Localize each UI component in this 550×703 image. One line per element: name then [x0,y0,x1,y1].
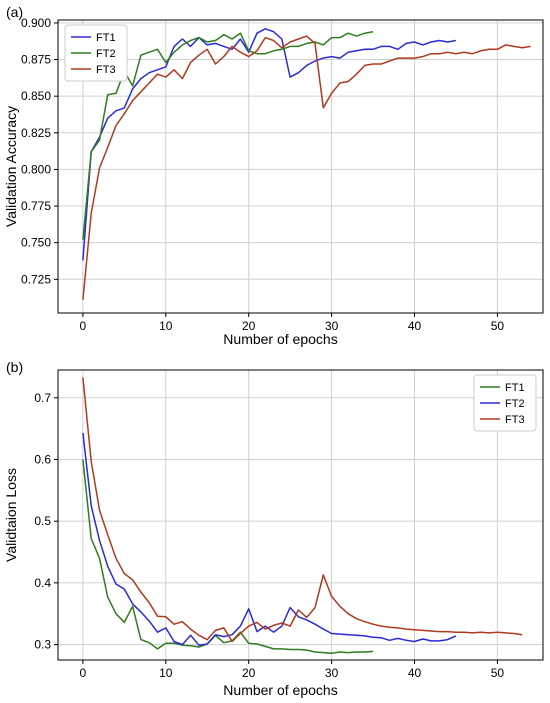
loss-chart: 0 10 20 30 40 50 0.3 0.4 0.5 0.6 0.7 Number of epoc… [3,369,544,698]
x-tick-label: 30 [325,666,339,680]
y-tick-label: 0.3 [34,638,51,652]
plot-frame [57,19,544,314]
legend-box [64,24,128,82]
legend-label-ft3: FT3 [96,64,116,76]
x-tick-label: 40 [408,666,422,680]
y-tick-label: 0.775 [21,199,51,213]
y-tick-label: 0.825 [21,126,51,140]
y-tick-label: 0.900 [21,16,51,30]
legend-box [473,374,537,432]
x-tick-label: 0 [80,319,87,333]
series-line-ft3 [82,35,531,300]
x-tick-label: 20 [242,319,256,333]
x-tick-label: 10 [159,319,173,333]
x-tick-label: 30 [325,319,339,333]
y-tick-label: 0.800 [21,162,51,176]
x-axis-title: Number of epochs [223,682,337,698]
x-tick-label: 40 [408,319,422,333]
x-tick-label: 50 [491,666,505,680]
accuracy-chart: 0 10 20 30 40 50 0.725 0.750 0.775 0.800 0.825 0.85… [3,16,544,347]
y-tick-label: 0.4 [34,576,51,590]
y-axis-title: Validtaion Loss [3,468,19,562]
plot-frame [57,369,544,661]
y-tick-label: 0.5 [34,514,51,528]
x-tick-label: 10 [159,666,173,680]
x-tick-label: 50 [491,319,505,333]
series-line-ft1 [82,459,374,654]
panel-label-a: (a) [6,4,23,20]
legend-label-ft3: FT3 [505,414,525,426]
y-tick-label: 0.850 [21,89,51,103]
series-line-ft2 [82,30,374,240]
x-axis-title: Number of epochs [223,331,337,347]
series-line-ft2 [82,432,457,646]
series-line-ft1 [82,28,457,261]
y-tick-label: 0.6 [34,452,51,466]
legend-label-ft2: FT2 [96,48,116,60]
panel-label-b: (b) [6,359,23,375]
legend: FT1 FT2 FT3 [473,374,537,432]
series-line-ft3 [82,377,523,643]
legend-label-ft1: FT1 [96,32,116,44]
x-tick-label: 20 [242,666,256,680]
y-tick-label: 0.725 [21,272,51,286]
legend-label-ft2: FT2 [505,398,525,410]
y-tick-label: 0.875 [21,53,51,67]
y-tick-label: 0.7 [34,391,51,405]
legend-label-ft1: FT1 [505,382,525,394]
x-tick-label: 0 [80,666,87,680]
y-tick-label: 0.750 [21,236,51,250]
y-axis-title: Validation Accuracy [3,106,19,227]
legend: FT1 FT2 FT3 [64,24,128,82]
